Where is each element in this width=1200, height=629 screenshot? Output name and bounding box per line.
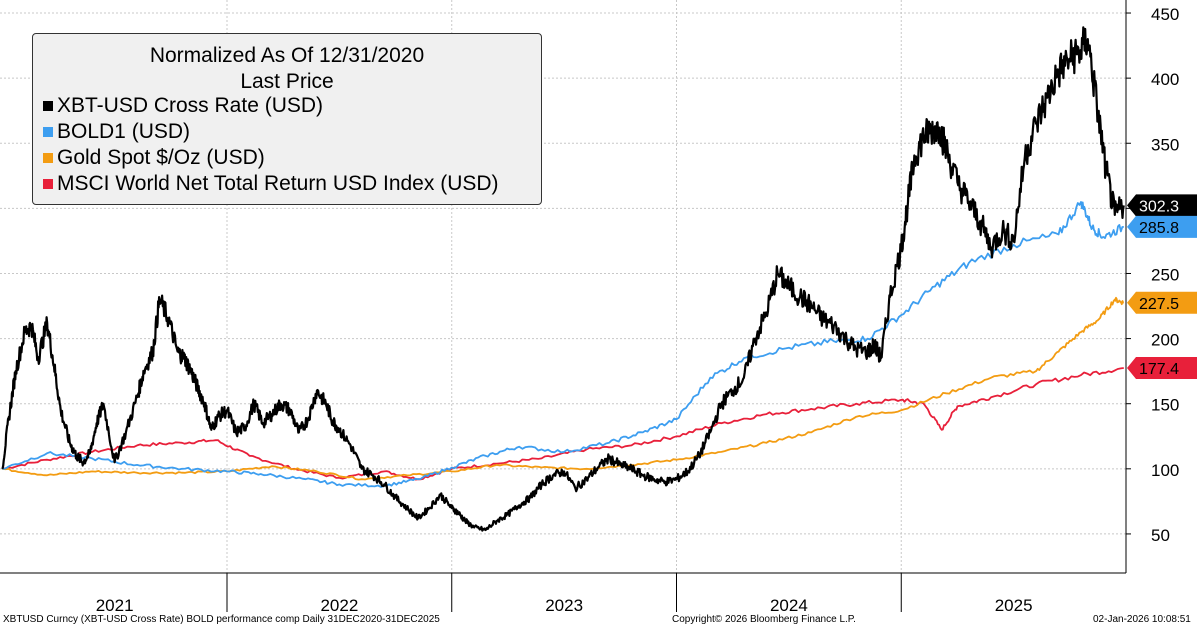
series-lines (1, 26, 1125, 532)
y-tick-label: 450 (1151, 5, 1179, 24)
last-value-tag-bg (1127, 194, 1197, 217)
y-tick-label: 400 (1151, 70, 1179, 89)
last-value-tag-bg (1127, 215, 1197, 238)
series-line-3 (2, 367, 1124, 481)
legend-swatch-icon (43, 179, 53, 189)
footer-timestamp: 02-Jan-2026 10:08:51 (1093, 614, 1191, 625)
series-line-1 (2, 200, 1124, 488)
legend-item-xbt: XBT-USD Cross Rate (USD) (43, 94, 323, 118)
legend-label: BOLD1 (USD) (57, 120, 191, 143)
last-value-label: 302.3 (1139, 198, 1179, 215)
y-tick-label: 50 (1151, 526, 1170, 545)
last-value-tag-bg (1127, 357, 1197, 380)
last-value-label: 227.5 (1139, 296, 1179, 313)
y-tick-label: 100 (1151, 461, 1179, 480)
legend-swatch-icon (43, 101, 53, 111)
last-value-tags: 302.3 285.8 227.5 177.4 (1127, 194, 1197, 380)
x-tick-label: 2024 (770, 596, 808, 615)
last-value-label: 285.8 (1139, 220, 1179, 237)
last-value-tag: 227.5 (1127, 291, 1197, 314)
x-tick-label: 2022 (320, 596, 358, 615)
x-tick-label: 2025 (995, 596, 1033, 615)
legend-item-msci: MSCI World Net Total Return USD Index (U… (43, 172, 499, 196)
series-line-0 (1, 26, 1125, 532)
legend-swatch-icon (43, 153, 53, 163)
footer-source: XBTUSD Curncy (XBT-USD Cross Rate) BOLD … (3, 614, 440, 625)
last-value-tag: 177.4 (1127, 357, 1197, 380)
legend-item-gold: Gold Spot $/Oz (USD) (43, 146, 265, 170)
legend-item-bold1: BOLD1 (USD) (43, 120, 190, 144)
chart-title: Normalized As Of 12/31/2020 (149, 44, 425, 67)
last-value-tag: 285.8 (1127, 215, 1197, 238)
y-tick-label: 150 (1151, 396, 1179, 415)
x-tick-label: 2021 (96, 596, 134, 615)
legend: Normalized As Of 12/31/2020 Last Price X… (32, 33, 542, 205)
last-value-tag: 302.3 (1127, 194, 1197, 217)
y-tick-label: 250 (1151, 265, 1179, 284)
legend-label: Gold Spot $/Oz (USD) (57, 146, 265, 169)
last-value-tag-bg (1127, 291, 1197, 314)
last-value-label: 177.4 (1139, 361, 1179, 378)
chart-subtitle: Last Price (240, 70, 334, 93)
x-tick-label: 2023 (545, 596, 583, 615)
legend-swatch-icon (43, 127, 53, 137)
y-tick-label: 350 (1151, 135, 1179, 154)
legend-label: MSCI World Net Total Return USD Index (U… (57, 172, 499, 195)
footer-copyright: Copyright© 2026 Bloomberg Finance L.P. (672, 614, 856, 625)
y-tick-label: 200 (1151, 331, 1179, 350)
legend-label: XBT-USD Cross Rate (USD) (57, 94, 324, 117)
